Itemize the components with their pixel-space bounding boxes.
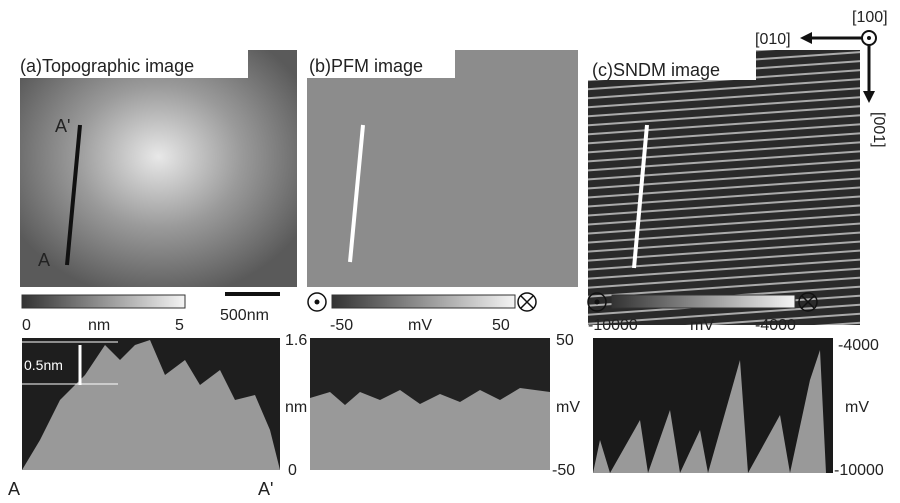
- direction-label: [001]: [870, 112, 887, 148]
- line-label: A': [55, 116, 70, 136]
- profile-top: -4000: [838, 337, 879, 354]
- profile-unit: mV: [556, 399, 580, 416]
- pfm-image: [307, 50, 578, 287]
- colorbar-min: 0: [22, 317, 31, 334]
- step-label: 0.5nm: [24, 357, 63, 373]
- colorbar-min: -10000: [588, 317, 638, 334]
- profile-top: 1.6: [285, 332, 307, 349]
- colorbar-max: -4000: [755, 317, 796, 334]
- direction-label: [010]: [755, 31, 791, 48]
- panel-title: (a)Topographic image: [20, 56, 194, 76]
- profile-unit: nm: [285, 399, 307, 416]
- topographic-image: [20, 50, 297, 287]
- profile-bottom: 0: [288, 462, 297, 479]
- line-label: A: [38, 250, 50, 270]
- profile-unit: mV: [845, 399, 869, 416]
- colorbar-min: -50: [330, 317, 353, 334]
- panel-title: (b)PFM image: [309, 56, 423, 76]
- scale-bar: 500nm: [220, 307, 269, 324]
- profile-bottom: -50: [552, 462, 575, 479]
- direction-label: [100]: [852, 9, 888, 26]
- colorbar-unit: nm: [88, 317, 110, 334]
- profile-start: A: [8, 479, 20, 499]
- profile-top: 50: [556, 332, 574, 349]
- colorbar-unit: mV: [408, 317, 432, 334]
- colorbar-max: 5: [175, 317, 184, 334]
- panel-title: (c)SNDM image: [592, 60, 720, 80]
- colorbar-unit: mV: [690, 317, 714, 334]
- profile-bottom: -10000: [834, 462, 884, 479]
- profile-end: A': [258, 479, 273, 499]
- colorbar-max: 50: [492, 317, 510, 334]
- sndm-image: [588, 50, 860, 325]
